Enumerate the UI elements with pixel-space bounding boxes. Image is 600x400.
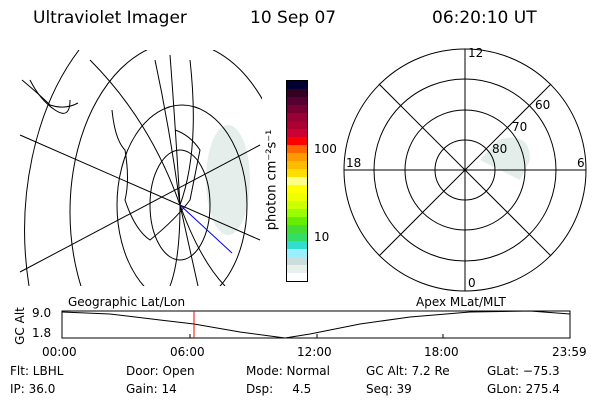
- x-tick-1800: 18:00: [424, 345, 459, 359]
- instrument-title: Ultraviolet Imager: [33, 8, 187, 28]
- x-tick-2359: 23:59: [552, 345, 587, 359]
- lat-70-label: 70: [512, 120, 528, 134]
- filter-status: Flt: LBHL: [10, 364, 64, 378]
- colorbar-swatch: [287, 193, 307, 201]
- time-label: 06:20:10 UT: [432, 8, 537, 28]
- colorbar-unit-label: photon cm⁻²s⁻¹: [264, 129, 280, 231]
- colorbar-swatch: [287, 113, 307, 121]
- mlt-18-label: 18: [346, 156, 362, 170]
- timeline-box: [61, 310, 571, 339]
- colorbar-swatch: [287, 121, 307, 129]
- satellite-track: [179, 204, 233, 254]
- date-label: 10 Sep 07: [250, 8, 337, 28]
- colorbar-swatch: [287, 89, 307, 97]
- colorbar-swatch: [287, 177, 307, 185]
- colorbar-swatch: [287, 185, 307, 193]
- mlt-0-label: 0: [468, 276, 476, 290]
- colorbar-swatch: [287, 265, 307, 273]
- colorbar-swatch: [287, 97, 307, 105]
- mlt-6-label: 6: [577, 156, 585, 170]
- colorbar-swatch: [287, 217, 307, 225]
- dsp-status: Dsp: 4.5: [246, 382, 312, 396]
- colorbar-swatch: [287, 225, 307, 233]
- colorbar-swatch: [287, 257, 307, 265]
- glat-status: GLat: −75.3: [487, 364, 560, 378]
- colorbar-swatch: [287, 161, 307, 169]
- colorbar-swatch: [287, 145, 307, 153]
- lat-60-label: 60: [535, 98, 551, 112]
- colorbar-swatch: [287, 81, 307, 89]
- colorbar-swatch: [287, 241, 307, 249]
- colorbar-swatch: [287, 249, 307, 257]
- y-tick-1-8: 1.8: [32, 326, 52, 340]
- x-tick-0600: 06:00: [170, 345, 205, 359]
- polar-plot: [343, 48, 587, 292]
- glon-status: GLon: 275.4: [487, 382, 560, 396]
- lat-80-label: 80: [492, 142, 508, 156]
- colorbar-swatch: [287, 233, 307, 241]
- mlt-12-label: 12: [468, 46, 484, 60]
- mode-status: Mode: Normal: [246, 364, 330, 378]
- ip-status: IP: 36.0: [10, 382, 56, 396]
- colorbar-swatch: [287, 129, 307, 137]
- colorbar-swatch: [287, 273, 307, 281]
- colorbar-swatch: [287, 153, 307, 161]
- gc-alt-status: GC Alt: 7.2 Re: [366, 364, 450, 378]
- door-status: Door: Open: [126, 364, 195, 378]
- colorbar-tick-10: 10: [314, 230, 330, 244]
- gc-alt-axis-label: GC Alt: [13, 307, 27, 345]
- colorbar-swatch: [287, 137, 307, 145]
- colorbar-swatch: [287, 201, 307, 209]
- colorbar-swatch: [287, 169, 307, 177]
- x-tick-0000: 00:00: [42, 345, 77, 359]
- apex-title: Apex MLat/MLT: [416, 295, 506, 309]
- gain-status: Gain: 14: [126, 382, 177, 396]
- geographic-title: Geographic Lat/Lon: [68, 295, 186, 309]
- color-scale-bar: [286, 80, 308, 282]
- x-tick-1200: 12:00: [297, 345, 332, 359]
- colorbar-tick-100: 100: [314, 142, 337, 156]
- seq-status: Seq: 39: [366, 382, 412, 396]
- y-tick-9: 9.0: [32, 306, 52, 320]
- colorbar-swatch: [287, 209, 307, 217]
- colorbar-swatch: [287, 105, 307, 113]
- altitude-curve: [61, 310, 571, 339]
